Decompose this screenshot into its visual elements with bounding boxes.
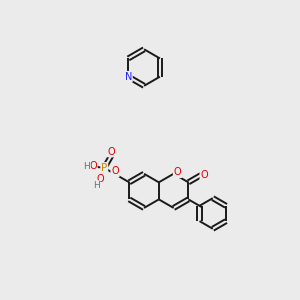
Text: O: O [111, 167, 119, 176]
Text: O: O [174, 167, 181, 177]
Text: O: O [89, 161, 97, 171]
Text: O: O [96, 174, 104, 184]
Text: O: O [200, 170, 208, 180]
Text: O: O [108, 147, 116, 157]
Text: H: H [83, 162, 90, 171]
Text: H: H [93, 181, 100, 190]
Text: N: N [124, 72, 132, 82]
Text: P: P [101, 163, 107, 173]
